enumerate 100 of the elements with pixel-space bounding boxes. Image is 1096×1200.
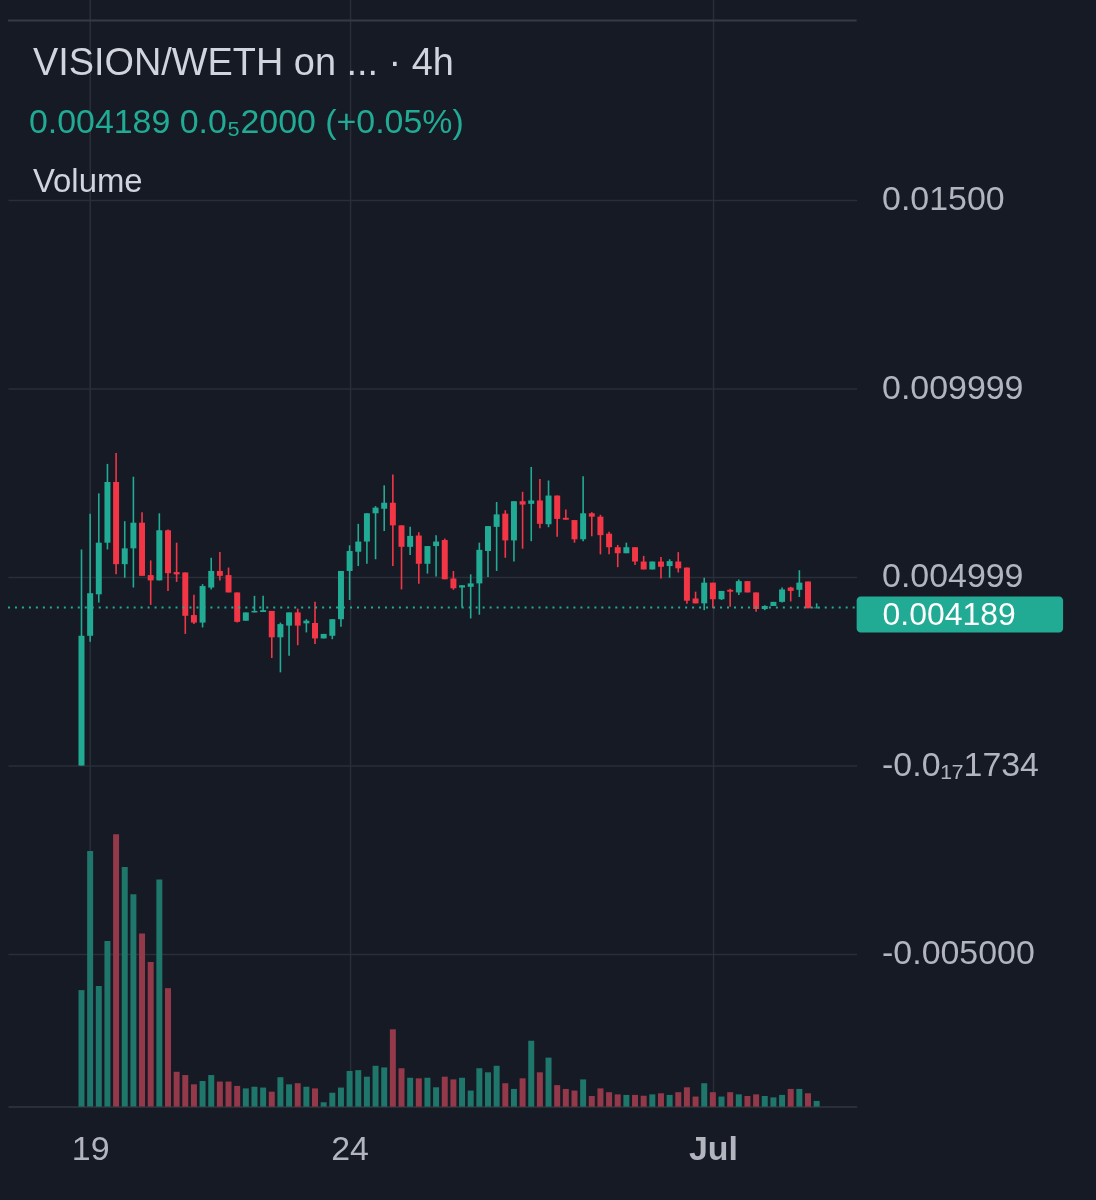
candlestick [329,618,336,640]
bar [121,867,128,1107]
bar [381,1067,388,1107]
candlestick [709,581,716,610]
bar [147,962,154,1107]
bar [666,1094,673,1107]
bar [225,1081,232,1107]
bar [424,1077,431,1107]
bar [510,1088,517,1107]
text: VISION/WETH on ... · 4h [32,41,454,84]
candlestick [407,526,414,556]
candlestick [277,621,284,674]
bar [182,1075,189,1107]
bar [190,1084,197,1107]
bar [450,1079,457,1107]
ref-line-label: 0.004189 [882,595,1016,632]
bar [407,1077,414,1107]
bar [312,1088,319,1107]
candlestick [147,559,154,606]
candlestick [606,530,613,556]
bar [606,1092,613,1107]
bar [286,1084,293,1107]
bar [251,1086,258,1107]
y-tick-label: -0.0₁₇1734 [882,744,1039,783]
bar [632,1094,639,1107]
bar [709,1092,716,1107]
candlestick [389,473,396,567]
bar [208,1075,215,1107]
candlestick [346,544,353,601]
candlestick [796,569,803,598]
candlestick [519,490,526,550]
bar [199,1081,206,1107]
bar [441,1076,448,1107]
candlestick [121,520,128,579]
bar [805,1093,811,1107]
bar [303,1086,310,1107]
x-tick-label: 24 [331,1128,369,1167]
candlestick [562,508,569,521]
bar [571,1090,578,1107]
bar [675,1092,682,1107]
bar [649,1094,656,1107]
bar [372,1065,379,1107]
bar [683,1087,690,1107]
bar [104,941,111,1107]
candlestick [286,611,293,657]
bar [329,1092,336,1107]
bar [761,1096,768,1107]
candlestick [554,494,561,538]
candlestick [424,545,431,575]
bar [277,1077,284,1107]
x-tick-label: Jul [688,1128,738,1167]
bar [657,1093,664,1107]
bar [493,1065,500,1107]
candlestick [528,466,535,542]
bar [337,1087,344,1107]
bar [389,1029,396,1107]
bar [260,1087,267,1107]
bar [502,1083,509,1107]
candlestick [294,607,301,647]
bar [234,1085,241,1107]
candlestick [657,556,664,580]
candlestick [355,523,362,567]
bar [242,1088,249,1107]
bar [614,1094,621,1107]
bar [623,1094,630,1107]
bar [554,1085,561,1107]
candlestick [312,601,319,645]
y-tick-label: 0.009999 [882,368,1024,407]
bar [813,1100,820,1107]
bar [164,988,171,1107]
bar [363,1076,370,1107]
candlestick [753,591,760,613]
bar [753,1094,760,1107]
bar [130,894,137,1107]
bar [787,1088,794,1107]
y-tick-label: 0.01500 [882,179,1005,218]
candlestick [588,511,595,538]
bar [770,1097,777,1107]
bar [294,1083,301,1107]
y-tick-label: 0.004999 [882,556,1024,595]
bar [476,1068,483,1107]
bar [320,1102,327,1107]
chart-title: Volume [32,162,143,200]
bar [433,1087,440,1107]
candlestick [614,544,621,568]
candlestick [216,551,223,582]
bar [355,1070,362,1107]
candlestick [571,519,578,544]
bar [597,1088,604,1107]
y-tick-label: -0.005000 [882,933,1035,972]
bar [727,1092,734,1107]
bar [467,1090,474,1107]
candlestick [536,478,543,530]
bar [744,1096,751,1107]
bar [95,986,102,1107]
bar [519,1078,526,1107]
bar [156,879,163,1107]
candlestick [597,513,604,556]
bar [545,1057,552,1107]
bar [580,1079,587,1107]
